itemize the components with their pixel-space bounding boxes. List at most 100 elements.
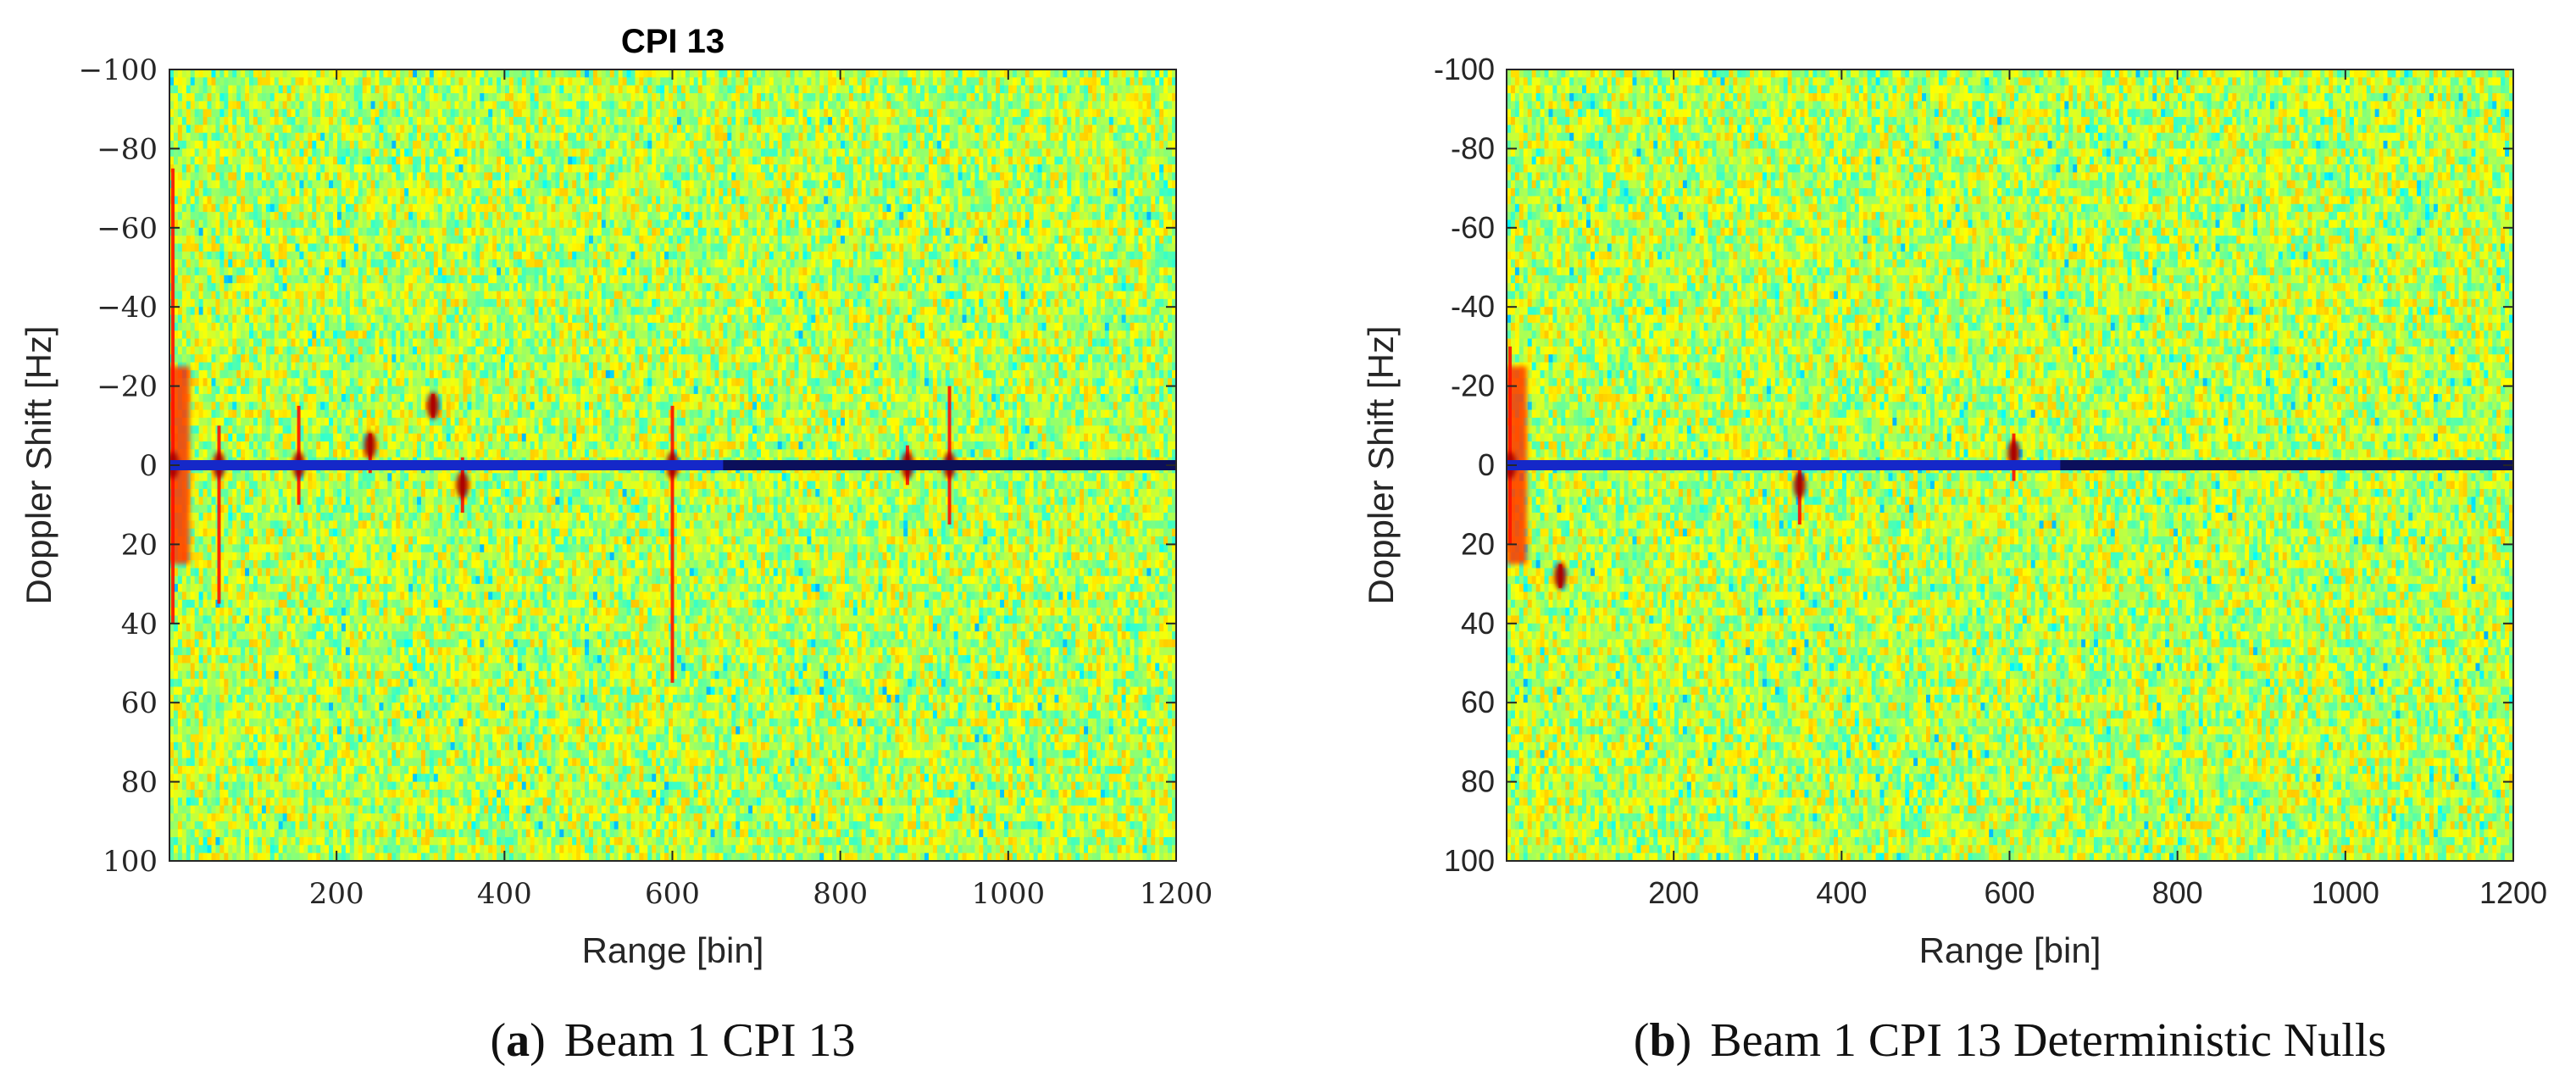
heatmap-cell (1122, 101, 1126, 109)
heatmap-cell (1096, 69, 1101, 78)
heatmap-cell (1168, 69, 1172, 78)
heatmap-cell (447, 93, 451, 102)
heatmap-cell (1067, 133, 1071, 142)
heatmap-cell (329, 109, 333, 118)
heatmap-cell (1092, 86, 1096, 94)
heatmap-cell (425, 93, 430, 102)
heatmap-cell (325, 141, 329, 149)
heatmap-cell (643, 141, 647, 149)
heatmap-cell (941, 86, 946, 94)
heatmap-cell (522, 117, 526, 125)
heatmap-cell (572, 133, 576, 142)
heatmap-cell (283, 141, 287, 149)
heatmap-cell (1004, 148, 1008, 157)
heatmap-cell (266, 133, 270, 142)
heatmap-cell (627, 101, 631, 109)
heatmap-cell (983, 93, 987, 102)
heatmap-cell (643, 117, 647, 125)
heatmap-cell (660, 109, 664, 118)
heatmap-cell (715, 125, 719, 133)
heatmap-cell (748, 148, 752, 157)
heatmap-cell (408, 101, 413, 109)
heatmap-cell (853, 109, 858, 118)
heatmap-cell (807, 93, 811, 102)
heatmap-cell (991, 117, 996, 125)
heatmap-cell (819, 125, 824, 133)
heatmap-cell (1168, 117, 1172, 125)
heatmap-cell (1142, 117, 1146, 125)
heatmap-cell (195, 117, 199, 125)
heatmap-cell (391, 141, 396, 149)
heatmap-cell (1058, 77, 1063, 86)
heatmap-cell (1067, 86, 1071, 94)
heatmap-cell (623, 69, 627, 78)
heatmap-cell (539, 101, 543, 109)
heatmap-cell (203, 93, 208, 102)
heatmap-cell (228, 69, 232, 78)
heatmap-cell (802, 117, 807, 125)
heatmap-cell (404, 141, 408, 149)
heatmap-cell (262, 141, 266, 149)
heatmap-cell (987, 133, 991, 142)
heatmap-cell (736, 101, 740, 109)
heatmap-cell (619, 93, 623, 102)
heatmap-cell (1058, 86, 1063, 94)
heatmap-cell (245, 86, 249, 94)
heatmap-cell (606, 101, 610, 109)
heatmap-cell (1118, 148, 1122, 157)
heatmap-cell (845, 101, 849, 109)
heatmap-cell (547, 77, 552, 86)
heatmap-cell (660, 141, 664, 149)
heatmap-cell (731, 148, 736, 157)
heatmap-cell (400, 148, 404, 157)
heatmap-cell (782, 141, 786, 149)
heatmap-cell (723, 69, 727, 78)
heatmap-cell (275, 133, 279, 142)
heatmap-cell (186, 109, 191, 118)
heatmap-cell (761, 101, 765, 109)
heatmap-cell (1101, 101, 1105, 109)
heatmap-cell (802, 101, 807, 109)
heatmap-cell (765, 86, 769, 94)
heatmap-cell (224, 125, 228, 133)
heatmap-cell (841, 125, 845, 133)
heatmap-cell (874, 133, 879, 142)
heatmap-cell (316, 141, 320, 149)
heatmap-cell (484, 101, 488, 109)
heatmap-cell (1063, 141, 1067, 149)
heatmap-cell (1138, 93, 1142, 102)
heatmap-cell (249, 101, 253, 109)
heatmap-cell (480, 117, 484, 125)
heatmap-cell (178, 101, 182, 109)
heatmap-cell (891, 133, 895, 142)
heatmap-cell (807, 69, 811, 78)
heatmap-cell (434, 125, 438, 133)
heatmap-cell (492, 148, 497, 157)
heatmap-cell (1080, 117, 1084, 125)
heatmap-cell (464, 141, 468, 149)
heatmap-cell (593, 69, 597, 78)
heatmap-cell (492, 77, 497, 86)
heatmap-cell (1063, 148, 1067, 157)
heatmap-cell (673, 101, 677, 109)
heatmap-cell (933, 77, 937, 86)
heatmap-cell (279, 93, 283, 102)
heatmap-cell (832, 86, 836, 94)
heatmap-cell (488, 125, 492, 133)
heatmap-cell (480, 125, 484, 133)
heatmap-cell (895, 86, 899, 94)
heatmap-cell (417, 86, 421, 94)
heatmap-cell (438, 69, 442, 78)
heatmap-cell (283, 125, 287, 133)
heatmap-cell (924, 109, 929, 118)
heatmap-cell (643, 125, 647, 133)
heatmap-cell (1063, 77, 1067, 86)
heatmap-cell (719, 133, 723, 142)
heatmap-cell (451, 93, 455, 102)
heatmap-cell (791, 148, 795, 157)
heatmap-cell (442, 109, 447, 118)
figure: CPI 13 −100−80−60−40−20020406080100 200 4… (0, 0, 2576, 1088)
heatmap-cell (681, 133, 686, 142)
heatmap-cell (744, 93, 748, 102)
heatmap-cell (341, 101, 346, 109)
